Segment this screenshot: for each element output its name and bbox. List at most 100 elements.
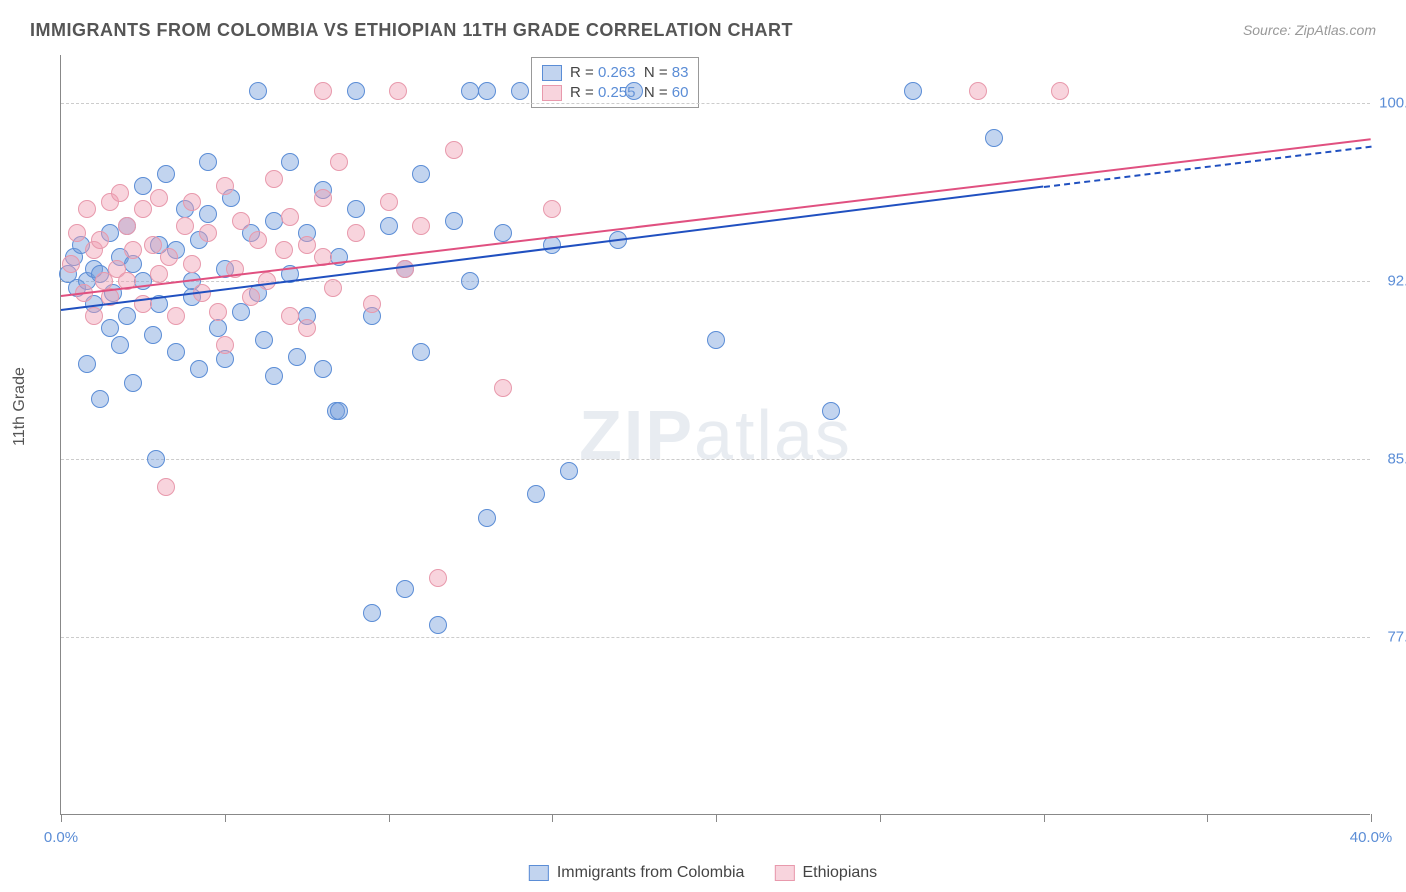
data-point	[265, 367, 283, 385]
x-tick	[552, 814, 553, 822]
data-point	[255, 331, 273, 349]
data-point	[314, 189, 332, 207]
data-point	[707, 331, 725, 349]
x-tick	[1044, 814, 1045, 822]
data-point	[144, 236, 162, 254]
data-point	[985, 129, 1003, 147]
data-point	[85, 307, 103, 325]
data-point	[380, 193, 398, 211]
data-point	[209, 303, 227, 321]
x-tick	[716, 814, 717, 822]
x-tick	[225, 814, 226, 822]
data-point	[183, 193, 201, 211]
correlation-legend: R = 0.263 N = 83R = 0.255 N = 60	[531, 57, 699, 108]
data-point	[91, 390, 109, 408]
legend-swatch	[542, 65, 562, 81]
grid-line	[61, 103, 1370, 104]
data-point	[969, 82, 987, 100]
data-point	[389, 82, 407, 100]
x-tick	[1371, 814, 1372, 822]
source-attribution: Source: ZipAtlas.com	[1243, 22, 1376, 38]
data-point	[199, 205, 217, 223]
data-point	[78, 355, 96, 373]
data-point	[232, 212, 250, 230]
data-point	[527, 485, 545, 503]
data-point	[199, 153, 217, 171]
data-point	[429, 616, 447, 634]
data-point	[216, 177, 234, 195]
data-point	[258, 272, 276, 290]
swatch-ethiopians	[774, 865, 794, 881]
x-tick	[61, 814, 62, 822]
chart-plot-area: ZIPatlas R = 0.263 N = 83R = 0.255 N = 6…	[60, 55, 1370, 815]
data-point	[101, 319, 119, 337]
x-tick	[880, 814, 881, 822]
data-point	[124, 374, 142, 392]
data-point	[494, 379, 512, 397]
data-point	[183, 255, 201, 273]
data-point	[412, 343, 430, 361]
y-tick-label: 85.0%	[1375, 450, 1406, 467]
data-point	[1051, 82, 1069, 100]
data-point	[167, 307, 185, 325]
data-point	[314, 360, 332, 378]
data-point	[249, 82, 267, 100]
data-point	[78, 200, 96, 218]
data-point	[347, 224, 365, 242]
data-point	[625, 82, 643, 100]
data-point	[249, 231, 267, 249]
swatch-colombia	[529, 865, 549, 881]
data-point	[157, 165, 175, 183]
series-legend: Immigrants from Colombia Ethiopians	[529, 864, 877, 882]
data-point	[461, 82, 479, 100]
data-point	[429, 569, 447, 587]
data-point	[445, 141, 463, 159]
data-point	[150, 265, 168, 283]
data-point	[281, 307, 299, 325]
data-point	[363, 604, 381, 622]
y-axis-label: 11th Grade	[11, 367, 29, 446]
data-point	[111, 336, 129, 354]
data-point	[160, 248, 178, 266]
data-point	[68, 224, 86, 242]
x-tick-label: 40.0%	[1350, 829, 1393, 846]
data-point	[396, 580, 414, 598]
watermark: ZIPatlas	[579, 395, 852, 475]
data-point	[91, 231, 109, 249]
x-tick-label: 0.0%	[44, 829, 78, 846]
legend-item-ethiopians: Ethiopians	[774, 864, 877, 882]
data-point	[118, 307, 136, 325]
x-tick	[389, 814, 390, 822]
data-point	[209, 319, 227, 337]
data-point	[560, 462, 578, 480]
data-point	[543, 200, 561, 218]
data-point	[324, 279, 342, 297]
data-point	[461, 272, 479, 290]
data-point	[478, 509, 496, 527]
data-point	[347, 200, 365, 218]
data-point	[144, 326, 162, 344]
trend-line	[61, 138, 1371, 297]
data-point	[494, 224, 512, 242]
legend-label-colombia: Immigrants from Colombia	[557, 864, 745, 882]
data-point	[380, 217, 398, 235]
trend-line	[1043, 145, 1371, 187]
x-tick	[1207, 814, 1208, 822]
data-point	[124, 241, 142, 259]
data-point	[822, 402, 840, 420]
data-point	[134, 177, 152, 195]
data-point	[134, 200, 152, 218]
source-value: ZipAtlas.com	[1295, 22, 1376, 38]
data-point	[445, 212, 463, 230]
data-point	[412, 165, 430, 183]
data-point	[298, 319, 316, 337]
data-point	[904, 82, 922, 100]
data-point	[265, 170, 283, 188]
data-point	[330, 153, 348, 171]
legend-item-colombia: Immigrants from Colombia	[529, 864, 745, 882]
y-tick-label: 77.5%	[1375, 628, 1406, 645]
watermark-bold: ZIP	[579, 396, 694, 474]
data-point	[275, 241, 293, 259]
data-point	[288, 348, 306, 366]
data-point	[265, 212, 283, 230]
